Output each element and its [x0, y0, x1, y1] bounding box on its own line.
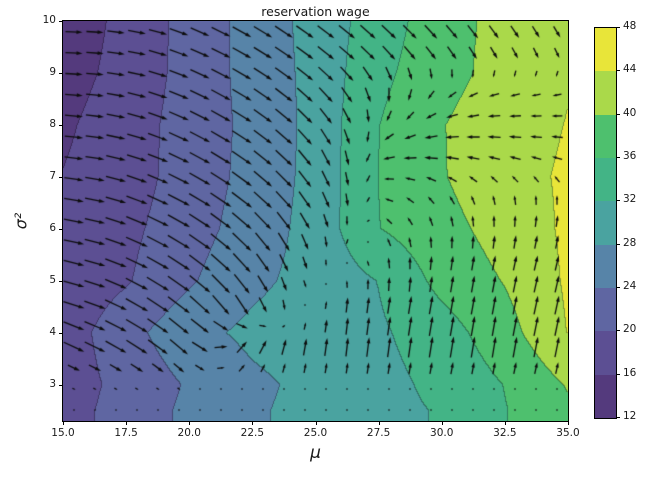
y-tick-mark [59, 332, 63, 334]
y-tick-label: 4 [49, 325, 56, 338]
x-axis-label: μ [310, 443, 321, 463]
colorbar-tick-mark [616, 113, 620, 115]
y-tick-mark [59, 21, 63, 22]
y-tick-label: 3 [49, 377, 56, 390]
colorbar-band [595, 287, 616, 332]
colorbar-band [595, 28, 616, 72]
y-tick-mark [59, 228, 63, 230]
y-axis-label: σ² [11, 212, 31, 230]
colorbar-tick-label: 36 [623, 150, 637, 162]
y-tick-mark [59, 124, 63, 126]
colorbar-tick-mark [616, 157, 620, 158]
colorbar-tick-mark [616, 243, 620, 245]
colorbar-tick-mark [616, 330, 620, 332]
colorbar-band [595, 114, 616, 158]
y-tick-label: 7 [49, 169, 56, 182]
x-tick-mark [504, 421, 506, 425]
y-tick-mark [59, 384, 63, 386]
x-tick-mark [189, 421, 191, 425]
x-tick-label: 15.0 [51, 427, 75, 439]
colorbar-tick-mark [616, 417, 620, 418]
colorbar-tick-label: 24 [623, 280, 637, 292]
x-tick-mark [568, 421, 569, 425]
x-tick-label: 25.0 [303, 427, 328, 439]
colorbar [594, 27, 617, 419]
x-tick-mark [441, 421, 443, 425]
colorbar-tick-label: 12 [623, 410, 637, 422]
x-tick-mark [315, 421, 317, 425]
y-tick-mark [59, 280, 63, 282]
colorbar-band [595, 71, 616, 115]
colorbar-tick-label: 28 [623, 236, 637, 249]
colorbar-band [595, 157, 616, 202]
colorbar-band [595, 331, 616, 375]
y-tick-label: 8 [49, 117, 56, 130]
colorbar-tick-mark [616, 70, 620, 72]
x-tick-label: 30.0 [430, 427, 454, 439]
colorbar-tick-mark [616, 200, 620, 202]
colorbar-tick-mark [616, 287, 620, 288]
contour-quiver-canvas [63, 21, 568, 421]
y-tick-label: 9 [49, 65, 56, 78]
x-tick-label: 32.5 [493, 427, 517, 439]
x-tick-mark [63, 421, 64, 425]
x-tick-label: 20.0 [177, 427, 201, 439]
x-tick-mark [378, 421, 380, 425]
colorbar-tick-label: 44 [623, 63, 637, 76]
y-tick-mark [59, 72, 63, 74]
y-tick-label: 10 [42, 14, 56, 26]
y-tick-label: 5 [49, 273, 56, 286]
colorbar-tick-label: 32 [623, 193, 637, 206]
x-tick-label: 17.5 [114, 427, 138, 439]
colorbar-band [595, 374, 616, 418]
colorbar-band [595, 244, 616, 288]
colorbar-tick-label: 48 [623, 20, 637, 32]
colorbar-tick-mark [616, 27, 620, 28]
colorbar-tick-label: 16 [623, 366, 637, 379]
y-tick-label: 6 [49, 221, 56, 234]
x-tick-mark [126, 421, 128, 425]
x-tick-mark [252, 421, 254, 425]
x-tick-label: 27.5 [366, 427, 391, 439]
colorbar-band [595, 201, 616, 245]
x-tick-label: 35.0 [556, 427, 580, 439]
colorbar-tick-mark [616, 373, 620, 375]
colorbar-tick-label: 40 [623, 106, 637, 119]
y-tick-mark [59, 176, 63, 178]
plot-title: reservation wage [261, 4, 370, 19]
x-tick-label: 22.5 [240, 427, 265, 439]
colorbar-tick-label: 20 [623, 323, 637, 336]
